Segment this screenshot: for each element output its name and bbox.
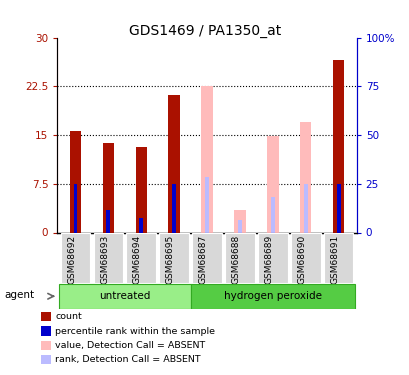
Bar [237, 219, 241, 232]
Text: rank, Detection Call = ABSENT: rank, Detection Call = ABSENT [55, 355, 200, 364]
Bar [135, 147, 147, 232]
Text: percentile rank within the sample: percentile rank within the sample [55, 327, 215, 336]
Bar [234, 210, 245, 232]
Bar [102, 143, 114, 232]
Text: GDS1469 / PA1350_at: GDS1469 / PA1350_at [128, 24, 281, 38]
Bar [139, 218, 143, 232]
Text: GSM68690: GSM68690 [297, 235, 306, 284]
Bar [257, 232, 287, 283]
Bar [59, 284, 190, 309]
Bar [290, 232, 320, 283]
Bar [126, 232, 156, 283]
Bar [332, 60, 344, 232]
Bar [190, 284, 354, 309]
Bar [61, 232, 90, 283]
Bar [299, 122, 311, 232]
Bar [336, 184, 340, 232]
Bar [106, 210, 110, 232]
Text: GSM68688: GSM68688 [231, 235, 240, 284]
Text: GSM68692: GSM68692 [67, 235, 76, 284]
Text: GSM68695: GSM68695 [165, 235, 174, 284]
Bar [73, 184, 77, 232]
Text: value, Detection Call = ABSENT: value, Detection Call = ABSENT [55, 341, 205, 350]
Bar [172, 184, 176, 232]
Bar [201, 86, 212, 232]
Text: untreated: untreated [99, 291, 150, 301]
Text: agent: agent [4, 291, 34, 300]
Bar [266, 136, 278, 232]
Bar [225, 232, 254, 283]
Text: GSM68687: GSM68687 [198, 235, 207, 284]
Bar [303, 184, 307, 232]
Bar [270, 197, 274, 232]
Text: count: count [55, 312, 82, 321]
Bar [70, 131, 81, 232]
Bar [168, 95, 180, 232]
Bar [204, 177, 209, 232]
Bar [323, 232, 353, 283]
Text: GSM68691: GSM68691 [330, 235, 338, 284]
Text: GSM68693: GSM68693 [100, 235, 109, 284]
Bar [192, 232, 221, 283]
Text: hydrogen peroxide: hydrogen peroxide [223, 291, 321, 301]
Bar [159, 232, 189, 283]
Bar [93, 232, 123, 283]
Text: GSM68689: GSM68689 [264, 235, 273, 284]
Text: GSM68694: GSM68694 [133, 235, 142, 284]
